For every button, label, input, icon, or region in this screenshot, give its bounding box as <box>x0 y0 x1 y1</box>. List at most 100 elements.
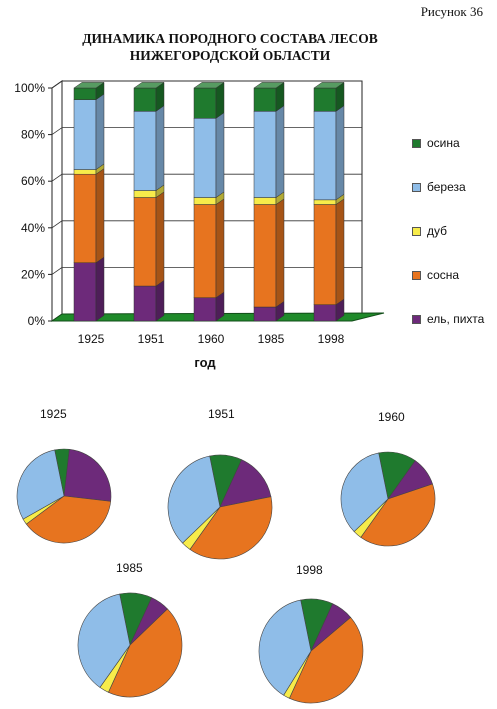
bar-segment-береза-1960 <box>193 112 225 198</box>
bar-front-осина-1925 <box>73 87 97 100</box>
bar-side-сосна-1998 <box>335 198 345 306</box>
bar-segment-осина-1951 <box>133 81 165 112</box>
chart-title: ДИНАМИКА ПОРОДНОГО СОСТАВА ЛЕСОВ НИЖЕГОР… <box>60 30 400 64</box>
bar-top-1925 <box>73 82 105 89</box>
legend-item-сосна: сосна <box>412 268 459 282</box>
bar-segment-осина-1960 <box>193 81 225 119</box>
bars-group <box>73 81 345 322</box>
legend-swatch-дуб <box>412 226 421 236</box>
pie-title-1951: 1951 <box>208 407 235 421</box>
bar-front-ель-пихта-1925 <box>73 262 97 322</box>
bar-front-сосна-1951 <box>133 197 157 287</box>
pie-slice-сосна-1998 <box>289 616 364 704</box>
bar-top-1985 <box>253 82 285 89</box>
bar-segment-сосна-1960 <box>193 198 225 299</box>
bar-front-ель-пихта-1960 <box>193 297 217 322</box>
legend-item-дуб: дуб <box>412 224 447 238</box>
x-tick-label-1960: 1960 <box>198 332 225 346</box>
pie-slice-дуб-1960 <box>353 498 389 538</box>
legend-label-береза: береза <box>427 180 466 194</box>
legend-item-ель-пихта: ель, пихта <box>412 312 484 326</box>
bar-segment-осина-1985 <box>253 81 285 112</box>
bar-front-осина-1998 <box>313 87 337 112</box>
bar-side-ель-пихта-1951 <box>155 279 165 322</box>
bar-segment-береза-1998 <box>313 105 345 201</box>
bar-front-осина-1985 <box>253 87 277 112</box>
bar-side-ель-пихта-1925 <box>95 256 105 322</box>
legend-label-осина: осина <box>427 136 460 150</box>
bar-front-сосна-1960 <box>193 204 217 298</box>
chart-title-line-2: НИЖЕГОРОДСКОЙ ОБЛАСТИ <box>129 48 331 63</box>
pie-1960: 1960 <box>340 410 436 547</box>
bar-segment-сосна-1951 <box>133 191 165 287</box>
legend-swatch-береза <box>412 182 421 192</box>
pie-title-1998: 1998 <box>296 563 323 577</box>
bar-front-ель-пихта-1951 <box>133 285 157 322</box>
pie-1951: 1951 <box>167 407 273 560</box>
y-tick-label: 60% <box>21 174 45 188</box>
bar-side-сосна-1951 <box>155 191 165 287</box>
bar-front-ель-пихта-1985 <box>253 306 277 322</box>
bar-side-береза-1998 <box>335 105 345 201</box>
legend-item-осина: осина <box>412 136 460 150</box>
pie-slice-береза-1998 <box>258 599 312 696</box>
pie-slice-береза-1960 <box>340 452 389 532</box>
pie-slice-осина-1998 <box>300 598 333 652</box>
pie-slice-ель-пихта-1951 <box>219 459 272 508</box>
bar-front-береза-1998 <box>313 111 337 201</box>
plot-side-wall <box>51 80 63 322</box>
pie-1985: 1985 <box>77 561 183 698</box>
pie-slice-осина-1985 <box>119 592 152 646</box>
bar-side-береза-1925 <box>95 93 105 171</box>
pie-slice-осина-1951 <box>209 454 242 508</box>
gridline <box>51 80 362 89</box>
y-tick-label: 100% <box>14 81 45 95</box>
bar-front-береза-1925 <box>73 99 97 170</box>
bar-front-сосна-1925 <box>73 173 97 264</box>
bar-front-осина-1960 <box>193 87 217 119</box>
pie-slice-осина-1925 <box>54 448 70 497</box>
pie-slice-сосна-1951 <box>189 496 273 560</box>
legend-label-ель-пихта: ель, пихта <box>427 312 485 326</box>
legend-swatch-ель-пихта <box>412 314 421 324</box>
bar-side-сосна-1960 <box>215 198 225 299</box>
pie-slice-дуб-1985 <box>99 644 131 693</box>
bar-stack-1925 <box>73 81 105 322</box>
bar-segment-береза-1951 <box>133 105 165 192</box>
bar-front-сосна-1998 <box>313 204 337 305</box>
chart-title-line-1: ДИНАМИКА ПОРОДНОГО СОСТАВА ЛЕСОВ <box>82 31 378 46</box>
pie-title-1985: 1985 <box>116 561 143 575</box>
bar-top-1951 <box>133 82 165 89</box>
bar-segment-береза-1925 <box>73 93 105 171</box>
y-tick-label: 20% <box>21 267 45 281</box>
pie-slice-береза-1985 <box>77 593 131 688</box>
bar-front-береза-1960 <box>193 118 217 198</box>
y-tick-label: 80% <box>21 128 45 142</box>
bar-side-береза-1985 <box>275 105 285 198</box>
bar-side-береза-1951 <box>155 105 165 192</box>
bar-front-береза-1951 <box>133 111 157 191</box>
bar-front-осина-1951 <box>133 87 157 112</box>
pie-slice-ель-пихта-1985 <box>129 597 168 646</box>
legend-swatch-осина <box>412 138 421 148</box>
pie-1998: 1998 <box>258 563 364 704</box>
legend-label-сосна: сосна <box>427 268 460 282</box>
bar-segment-ель-пихта-1985 <box>253 300 285 322</box>
bar-top-1960 <box>193 82 225 89</box>
bar-top-1998 <box>313 82 345 89</box>
bar-segment-ель-пихта-1998 <box>313 298 345 322</box>
bar-front-дуб-1960 <box>193 197 217 205</box>
pie-title-1960: 1960 <box>378 410 405 424</box>
bar-front-дуб-1985 <box>253 197 277 205</box>
pie-slice-дуб-1925 <box>22 495 65 525</box>
x-tick-label-1925: 1925 <box>78 332 105 346</box>
bar-front-дуб-1925 <box>73 169 97 175</box>
bar-side-сосна-1925 <box>95 168 105 264</box>
pie-slice-сосна-1985 <box>108 608 183 698</box>
bar-segment-сосна-1998 <box>313 198 345 306</box>
pie-slice-береза-1925 <box>16 449 65 520</box>
x-axis-label: год <box>194 355 216 370</box>
bar-segment-осина-1925 <box>73 81 105 101</box>
bar-segment-ель-пихта-1951 <box>133 279 165 322</box>
